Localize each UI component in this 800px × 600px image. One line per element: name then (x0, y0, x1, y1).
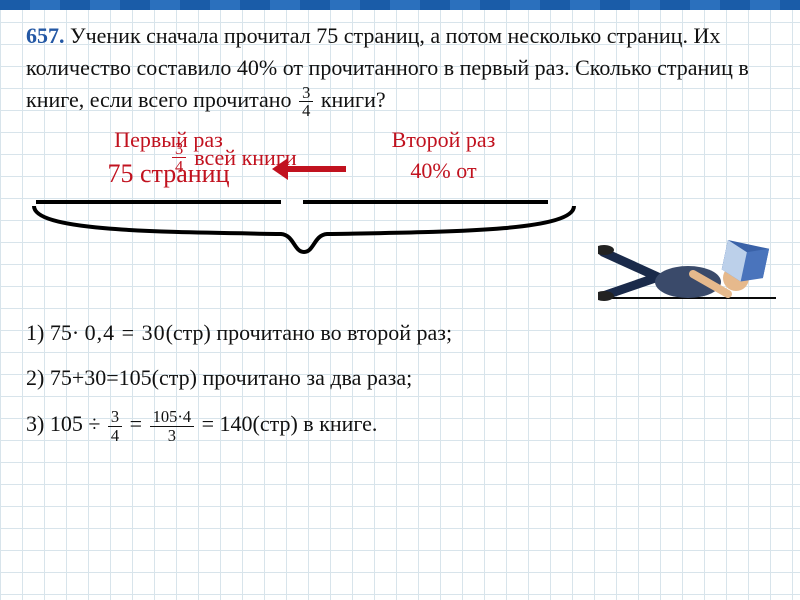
top-border (0, 0, 800, 10)
fraction-step3a: 3 4 (108, 408, 122, 444)
problem-text: 657. Ученик сначала прочитал 75 страниц,… (26, 20, 774, 120)
problem-number: 657. (26, 23, 65, 48)
fraction-3-4: 3 4 (299, 84, 313, 120)
fraction-3-4-red: 3 4 (172, 140, 186, 176)
solution-steps: 1) 75· 0,4 = 30(стр) прочитано во второй… (26, 312, 774, 445)
diagram: Первый раз 75 страниц Второй раз 40% от (36, 124, 616, 254)
step-1: 1) 75· 0,4 = 30(стр) прочитано во второй… (26, 312, 774, 354)
brace-icon (26, 202, 586, 257)
person-reading-icon (598, 222, 778, 307)
problem-part1: Ученик сначала прочитал 75 страниц, а по… (26, 23, 749, 112)
brace-label: 3 4 всей книги (170, 140, 297, 176)
step-2: 2) 75+30=105(стр) прочитано за два раза; (26, 357, 774, 399)
fraction-step3b: 105·4 3 (150, 408, 195, 444)
problem-part2: книги? (321, 87, 386, 112)
labels-row: Первый раз 75 страниц Второй раз 40% от (36, 124, 576, 194)
step-3: 3) 105 ÷ 3 4 = 105·4 3 = 140(стр) в книг… (26, 403, 774, 445)
second-reading-label: Второй раз 40% от (311, 124, 576, 194)
